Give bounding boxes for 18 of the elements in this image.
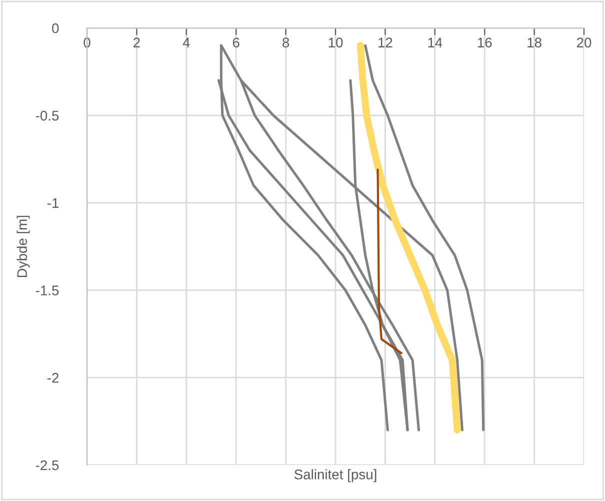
y-tick-label: -0.5	[36, 110, 59, 121]
x-tick-label: 16	[478, 38, 492, 48]
x-tick-label: 12	[378, 38, 392, 48]
x-tick-label: 4	[182, 38, 190, 48]
y-tick-label: -1	[47, 198, 59, 208]
y-axis-title: Dybde [m]	[16, 216, 30, 278]
y-tick-label: -2.5	[36, 460, 59, 470]
x-tick-label: 2	[134, 38, 140, 48]
x-tick-label: 18	[528, 38, 542, 48]
x-tick-label: 8	[282, 38, 290, 48]
x-tick-label: 10	[328, 38, 343, 48]
x-tick-label: 14	[428, 38, 442, 48]
x-axis-title: Salinitet [psu]	[294, 469, 376, 482]
x-tick-label: 6	[232, 38, 240, 48]
x-tick-label: 20	[576, 38, 592, 48]
y-tick-label: -2	[47, 372, 59, 383]
y-tick-label: -1.5	[36, 286, 59, 296]
y-tick-label: 0	[52, 23, 59, 34]
